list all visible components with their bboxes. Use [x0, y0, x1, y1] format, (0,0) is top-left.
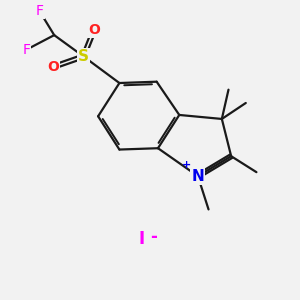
Text: F: F	[36, 4, 43, 18]
Text: -: -	[151, 228, 158, 246]
Text: +: +	[182, 160, 191, 170]
Text: F: F	[22, 43, 30, 57]
Text: N: N	[191, 169, 204, 184]
Text: S: S	[78, 49, 89, 64]
Text: I: I	[139, 230, 145, 248]
Text: O: O	[88, 23, 100, 37]
Text: O: O	[47, 60, 59, 74]
